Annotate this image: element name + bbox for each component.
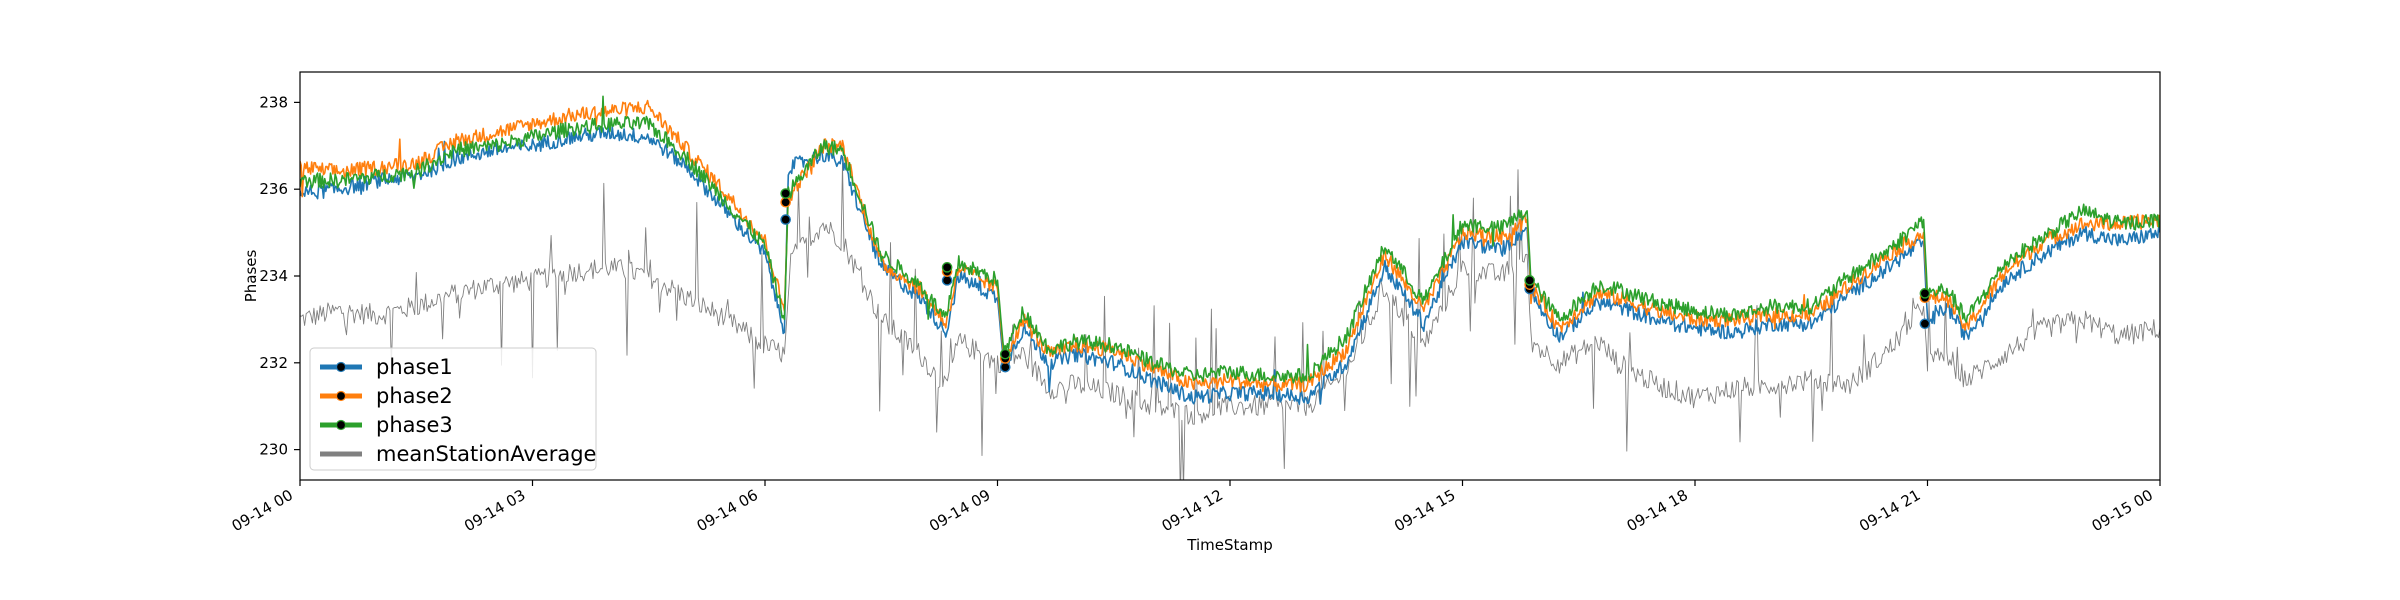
y-tick-label: 230 <box>259 441 288 459</box>
y-tick-label: 236 <box>259 180 288 198</box>
marker-point <box>780 214 791 225</box>
legend: phase1 phase2 phase3 meanStationAverage <box>309 347 597 471</box>
legend-label: meanStationAverage <box>376 442 596 466</box>
marker-point <box>1524 275 1535 286</box>
marker-point <box>780 196 791 208</box>
legend-marker <box>335 390 347 402</box>
legend-label: phase2 <box>376 384 453 408</box>
marker-point <box>1919 288 1931 299</box>
marker-point <box>999 361 1011 373</box>
y-tick-label: 234 <box>259 267 288 285</box>
legend-marker <box>335 361 347 373</box>
marker-point <box>999 348 1011 360</box>
legend-label: phase1 <box>376 355 453 379</box>
legend-label: phase3 <box>376 413 453 437</box>
y-axis: 230 232 234 236 238 <box>259 93 300 459</box>
marker-point <box>1919 318 1931 330</box>
marker-point <box>941 262 953 273</box>
x-axis-label: TimeStamp <box>1186 536 1272 554</box>
y-tick-label: 232 <box>259 354 288 372</box>
marker-point <box>780 188 791 199</box>
legend-box <box>309 347 597 471</box>
y-tick-label: 238 <box>259 93 288 111</box>
marker-point <box>941 275 953 286</box>
series-line-phase2 <box>300 99 2160 393</box>
series-layer <box>300 95 2160 480</box>
series-line-phase3 <box>300 95 2160 384</box>
legend-marker <box>335 419 347 431</box>
y-axis-label: Phases <box>242 250 260 303</box>
marker-layer <box>780 188 1931 373</box>
